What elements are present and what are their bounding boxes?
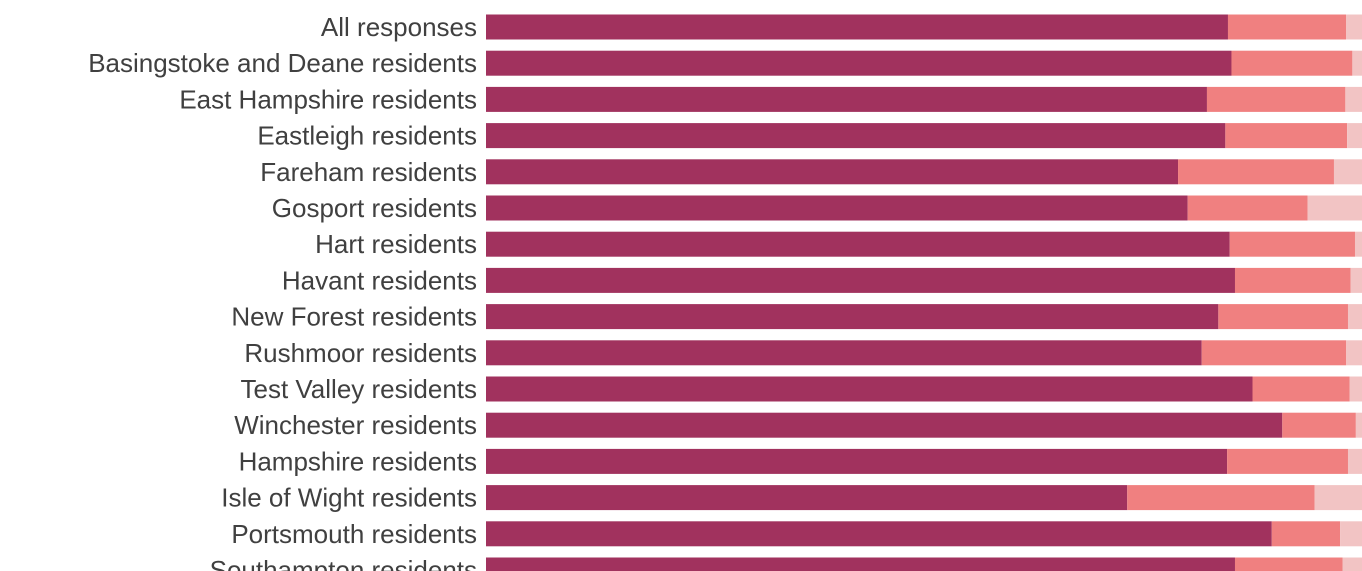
bar-segment-3	[1307, 195, 1362, 221]
category-label: Test Valley residents	[240, 374, 477, 404]
bar-segment-2	[1225, 123, 1348, 149]
bar-segment-2	[1234, 557, 1343, 571]
bar-segment-1	[486, 376, 1253, 402]
bar-segment-1	[486, 195, 1188, 221]
category-label: All responses	[321, 12, 477, 42]
bar-segment-2	[1206, 86, 1346, 112]
bar-segment-2	[1127, 485, 1315, 511]
bar-segment-2	[1178, 159, 1334, 185]
bar-segment-2	[1231, 50, 1353, 76]
bar-segment-2	[1234, 267, 1351, 293]
category-label: Isle of Wight residents	[221, 483, 477, 513]
bar-segment-1	[486, 86, 1207, 112]
bar-segment-3	[1347, 304, 1362, 330]
bar-segment-3	[1314, 485, 1362, 511]
bar-segment-3	[1333, 159, 1362, 185]
bar-segment-1	[486, 267, 1235, 293]
bar-segment-1	[486, 412, 1283, 438]
category-label: Hart residents	[315, 229, 477, 259]
bar-segment-1	[486, 557, 1235, 571]
bar-segment-3	[1345, 86, 1362, 112]
bar-segment-3	[1355, 412, 1362, 438]
bar-segment-2	[1201, 340, 1347, 366]
category-labels: All responses Basingstoke and Deane resid…	[88, 12, 477, 571]
category-label: Southampton residents	[210, 555, 477, 571]
bar-segment-3	[1347, 448, 1362, 474]
bar-segment-1	[486, 448, 1228, 474]
category-label: Rushmoor residents	[244, 338, 477, 368]
bar-segment-3	[1352, 50, 1362, 76]
bar-segment-1	[486, 485, 1128, 511]
bar-segment-2	[1229, 231, 1355, 257]
category-label: Basingstoke and Deane residents	[88, 48, 477, 78]
bar-segment-3	[1347, 123, 1362, 149]
bar-segment-3	[1349, 376, 1362, 402]
bars	[486, 14, 1362, 571]
bar-segment-2	[1187, 195, 1308, 221]
bar-segment-3	[1340, 521, 1362, 547]
bar-segment-2	[1227, 448, 1348, 474]
bar-segment-3	[1346, 14, 1362, 40]
bar-segment-1	[486, 123, 1226, 149]
bar-segment-2	[1252, 376, 1350, 402]
category-label: Eastleigh residents	[257, 121, 477, 151]
category-label: Portsmouth residents	[231, 519, 477, 549]
bar-segment-3	[1350, 267, 1362, 293]
bar-segment-3	[1346, 340, 1362, 366]
bar-segment-2	[1271, 521, 1341, 547]
category-label: East Hampshire residents	[179, 84, 477, 114]
category-label: Winchester residents	[234, 410, 477, 440]
bar-segment-3	[1354, 231, 1362, 257]
bar-segment-2	[1218, 304, 1348, 330]
category-label: Hampshire residents	[239, 446, 477, 476]
bar-segment-1	[486, 14, 1228, 40]
bar-segment-2	[1227, 14, 1347, 40]
bar-segment-3	[1342, 557, 1362, 571]
bar-segment-1	[486, 159, 1179, 185]
category-label: Havant residents	[282, 265, 477, 295]
category-label: Gosport residents	[272, 193, 477, 223]
bar-segment-2	[1282, 412, 1356, 438]
bar-segment-1	[486, 304, 1219, 330]
bar-segment-1	[486, 521, 1272, 547]
category-label: Fareham residents	[260, 157, 477, 187]
bar-segment-1	[486, 231, 1230, 257]
category-label: New Forest residents	[231, 302, 477, 332]
bar-segment-1	[486, 340, 1202, 366]
bar-segment-1	[486, 50, 1232, 76]
